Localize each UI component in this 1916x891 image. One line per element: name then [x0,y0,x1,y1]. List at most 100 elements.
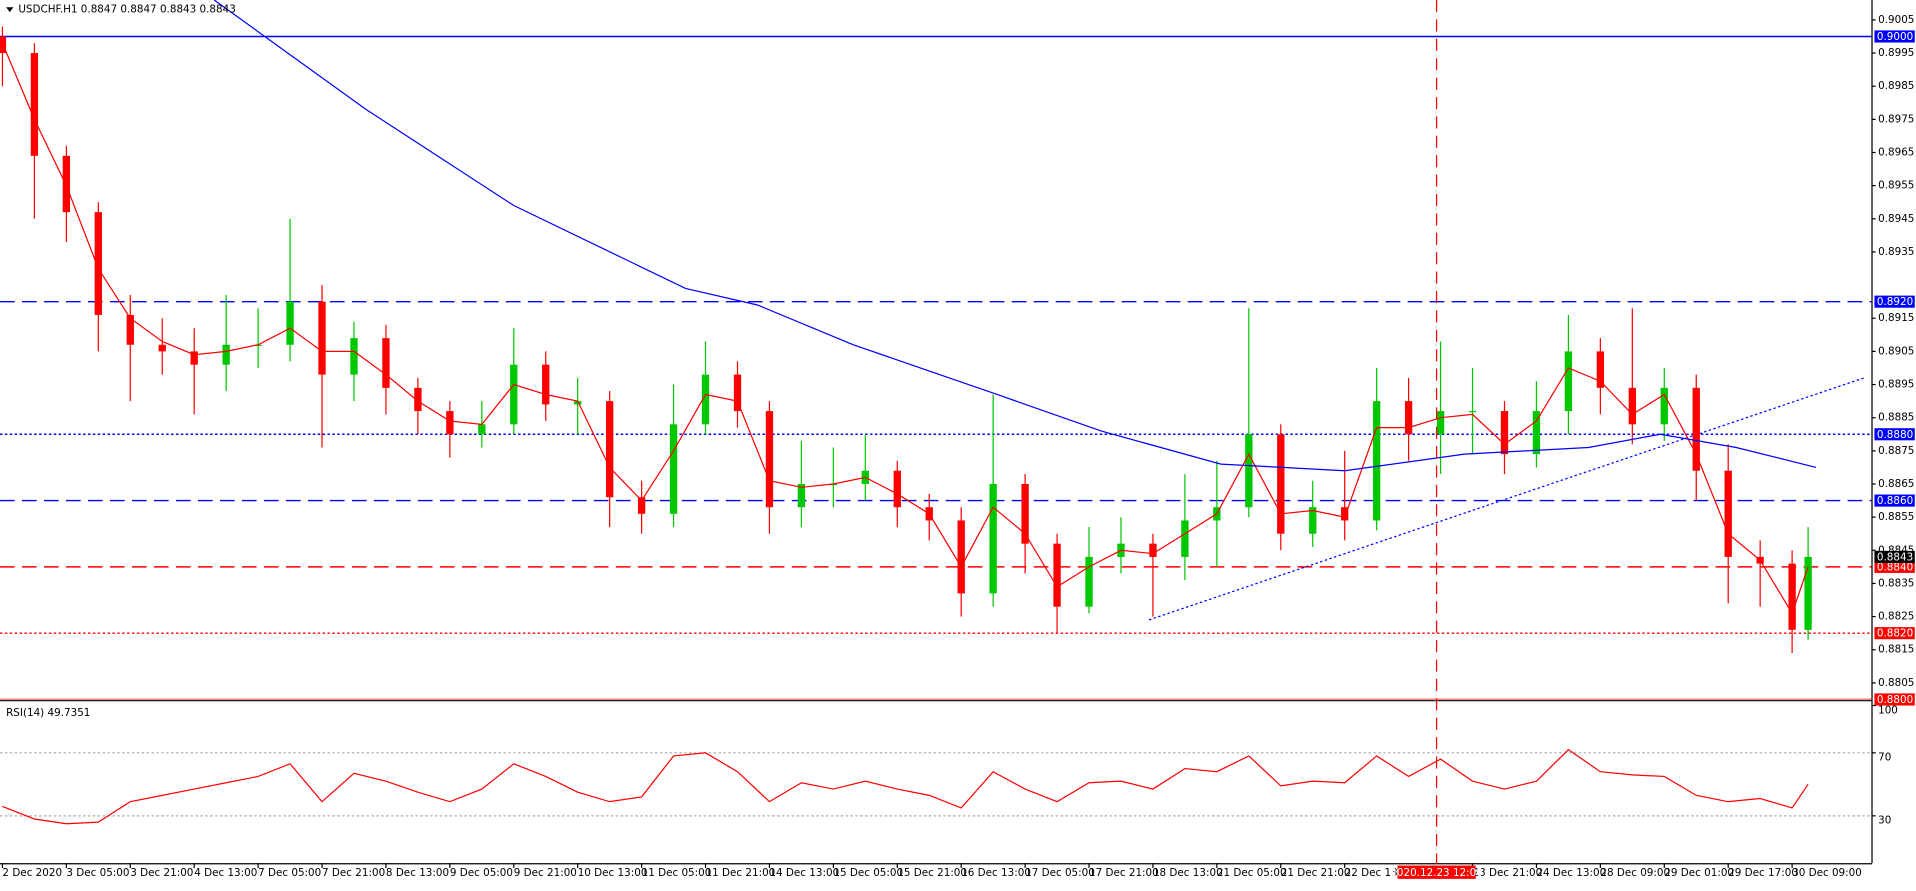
candle-body [1596,351,1605,388]
candle-body [1788,563,1796,630]
x-tick-label: 8 Dec 13:00 [386,867,449,879]
y-tick-label: 0.8855 [1878,511,1914,523]
candle-body [989,483,997,594]
candle-body [1277,434,1285,534]
candle-body [1021,483,1029,544]
candle-body [1532,411,1541,455]
x-tick-label: 29 Dec 01:00 [1664,867,1734,879]
level-label-box [1874,627,1915,640]
x-tick-label: 2 Dec 2020 [2,867,62,879]
candle-body [542,364,550,405]
moving-average [213,0,1817,472]
y-tick-label: 0.8895 [1878,379,1914,391]
candle-body [158,344,166,352]
candle-body [30,53,39,156]
x-tick-label: 17 Dec 05:00 [1025,867,1095,879]
overlay: USDCHF.H1 0.8847 0.8847 0.8843 0.8843 RS… [6,0,1483,879]
candle-body [637,497,646,514]
level-label-box [1874,494,1915,507]
candle-body [1053,543,1061,607]
x-tick-label: 4 Dec 13:00 [194,867,257,879]
candle-body [414,387,422,412]
candle-body [446,411,454,435]
candle-body [669,424,678,514]
rsi-pane [0,748,1873,825]
x-tick-label: 9 Dec 21:00 [514,867,577,879]
y-tick-label: 0.8865 [1878,478,1914,490]
level-label: 0.8860 [1877,495,1913,507]
x-tick-label: 21 Dec 05:00 [1217,867,1287,879]
rsi-title: RSI(14) 49.7351 [6,707,90,719]
candle-body [62,155,71,213]
candle-body [382,338,390,388]
level-label: 0.8920 [1877,296,1913,308]
y-tick-label: 0.8995 [1878,47,1914,59]
level-label: 0.9000 [1877,31,1913,43]
candle-body [1085,556,1093,607]
candle-body [1660,387,1668,425]
last-price-label: 0.8843 [1877,552,1913,564]
candle-body [957,520,965,594]
candle-body [350,338,358,375]
x-tick-label: 7 Dec 21:00 [322,867,385,879]
level-label: 0.8840 [1877,561,1913,573]
x-tick-label: 17 Dec 21:00 [1089,867,1159,879]
level-label-box [1874,30,1915,43]
price-pane [0,0,1873,700]
candle-body [318,301,326,375]
y-tick-label: 70 [1878,752,1891,764]
candle-body [1724,470,1732,557]
y-tick-label: 0.8885 [1878,412,1914,424]
level-label-box [1874,693,1915,706]
level-label-box [1874,560,1915,573]
candle-body [94,212,102,315]
candle-body [574,401,582,405]
candle-body [1804,556,1812,630]
crosshair-label-box [1397,865,1476,879]
candle-body [126,314,134,345]
x-tick-label: 11 Dec 21:00 [706,867,776,879]
y-tick-label: 0.8845 [1878,544,1914,556]
candle-body [797,483,806,508]
candle-body [1500,411,1509,455]
x-tick-label: 16 Dec 13:00 [961,867,1031,879]
x-tick-label: 10 Dec 13:00 [578,867,648,879]
y-tick-label: 0.8965 [1878,147,1914,159]
candle-body [1309,507,1317,534]
y-tick-label: 30 [1878,815,1891,827]
y-tick-label: 0.8905 [1878,345,1914,357]
candle-body [1245,434,1253,508]
rsi-line [2,748,1809,825]
y-tick-label: 0.8915 [1878,312,1914,324]
last-price-box [1874,550,1915,563]
level-label-box [1874,295,1915,308]
x-tick-label: 9 Dec 05:00 [450,867,513,879]
y-tick-label: 100 [1878,704,1898,716]
candle-body [1564,351,1573,412]
chart-title: USDCHF.H1 0.8847 0.8847 0.8843 0.8843 [18,4,236,16]
y-tick-label: 0.8945 [1878,213,1914,225]
candle-body [893,470,901,508]
x-tick-label: 28 Dec 09:00 [1600,867,1670,879]
candle-body [1468,411,1477,413]
level-label: 0.8880 [1877,429,1913,441]
dropdown-arrow [6,7,14,13]
candle-body [1436,411,1445,435]
moving-average [1,42,1809,615]
x-tick-label: 22 Dec 13:00 [1345,867,1415,879]
trendline [1148,377,1865,621]
candle-body [1149,543,1157,557]
y-tick-label: 0.8815 [1878,644,1914,656]
y-tick-label: 0.8875 [1878,445,1914,457]
y-tick-label: 0.8985 [1878,80,1914,92]
y-tick-label: 0.8835 [1878,577,1914,589]
y-tick-label: 0.8805 [1878,677,1914,689]
crosshair-label: 2020.12.23 12:00 [1390,867,1483,879]
x-tick-label: 14 Dec 13:00 [769,867,839,879]
candle-body [701,374,710,425]
candle-body [286,301,294,345]
candle-body [1692,387,1700,471]
level-label-box [1874,428,1915,441]
